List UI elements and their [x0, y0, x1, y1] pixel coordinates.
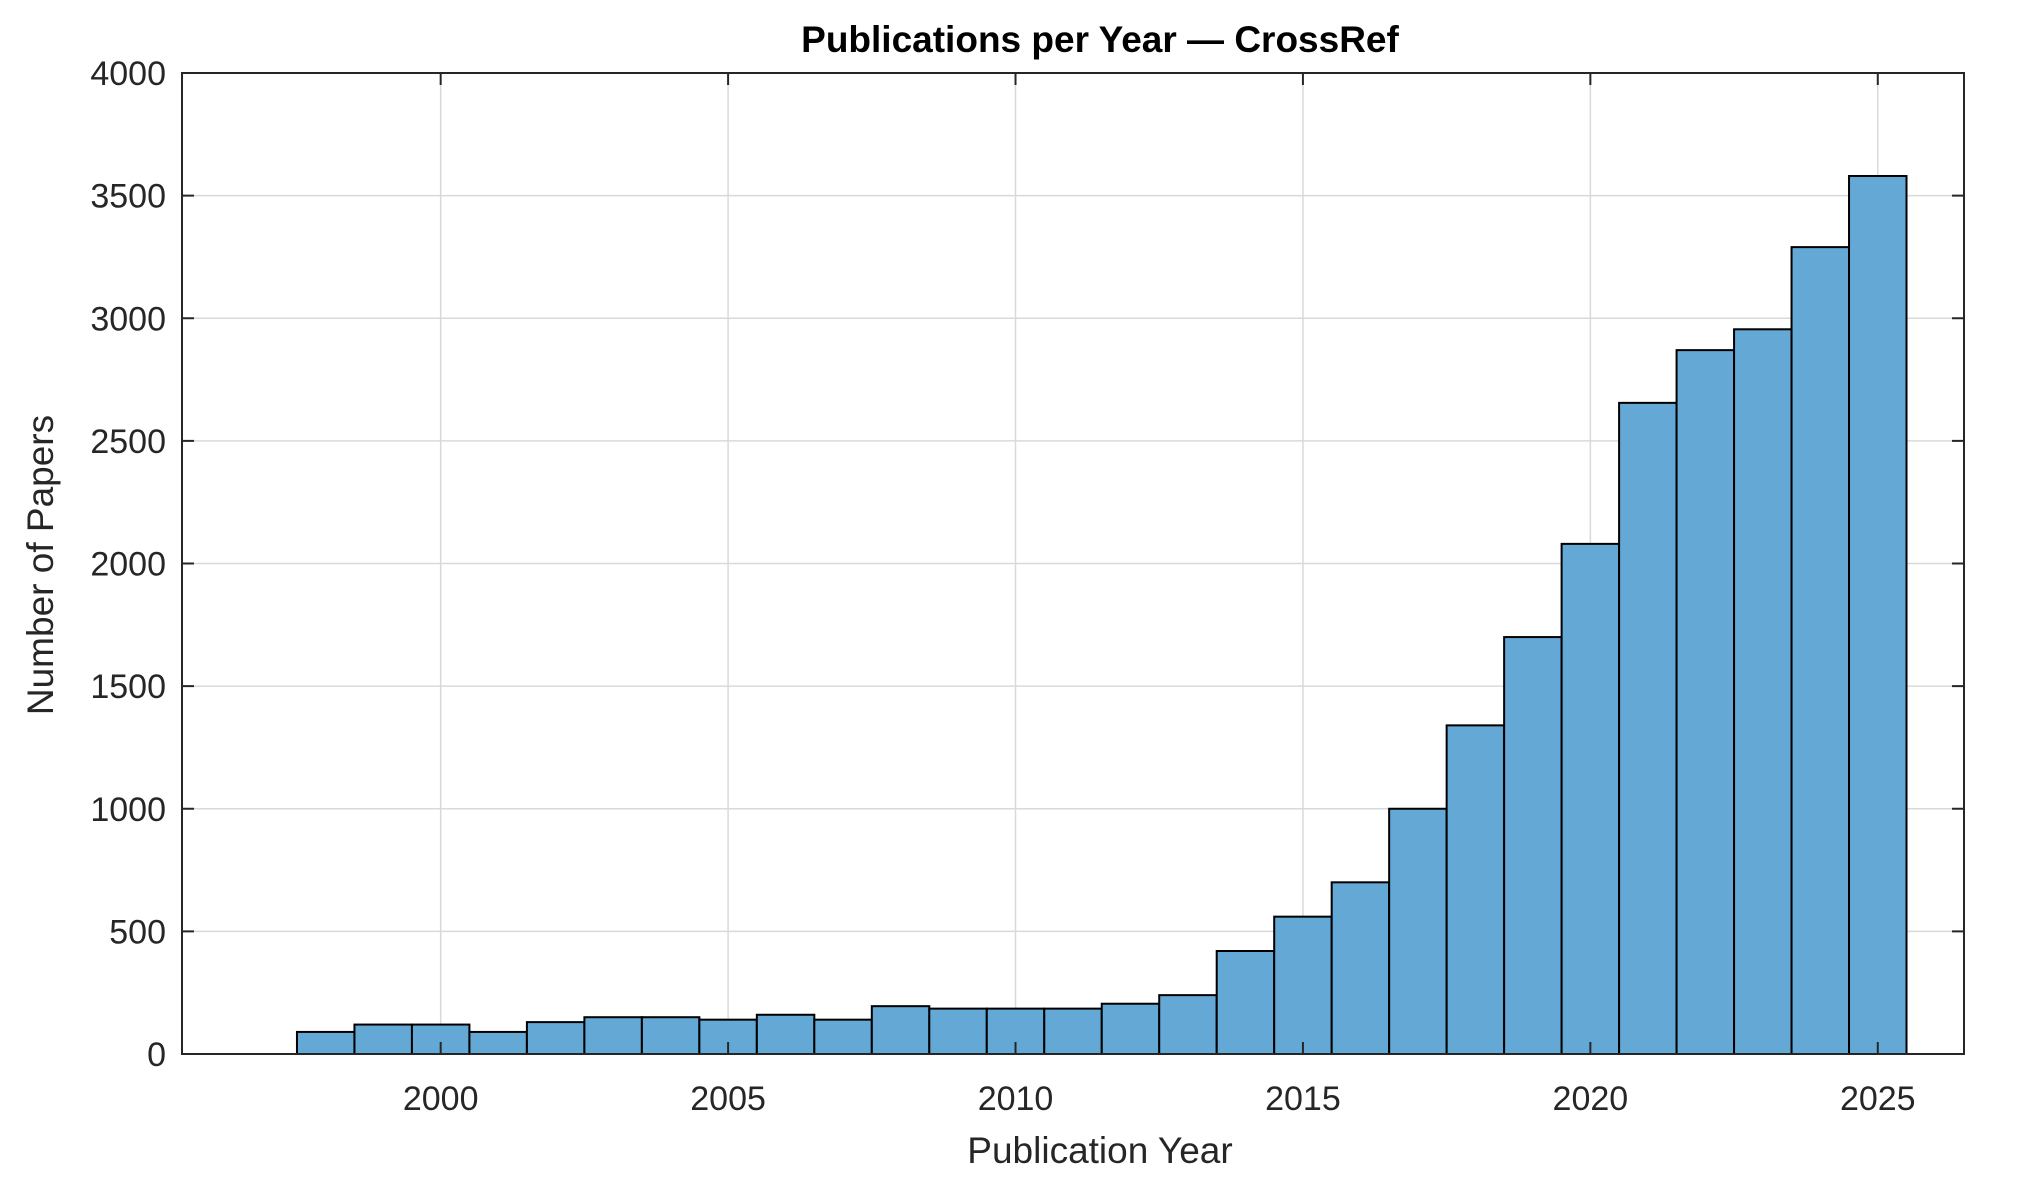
bar-2007 — [813, 1018, 873, 1055]
bar-1998 — [295, 1030, 356, 1055]
bar-2008 — [870, 1005, 931, 1056]
x-tick-label: 2000 — [403, 1080, 479, 1118]
bar-2013 — [1158, 994, 1218, 1056]
y-tick-label: 3000 — [90, 300, 166, 338]
y-tick-label: 2000 — [90, 546, 166, 584]
y-tick-label: 1000 — [90, 791, 166, 829]
bar-2009 — [928, 1007, 988, 1055]
bar-2011 — [1043, 1007, 1103, 1055]
bar-2022 — [1675, 349, 1736, 1055]
bar-2003 — [583, 1016, 643, 1056]
x-tick-label: 2020 — [1553, 1080, 1629, 1118]
bar-2016 — [1330, 881, 1391, 1056]
bar-2017 — [1388, 807, 1448, 1055]
y-tick-labels: 0 500 1000 1500 2000 2500 3000 3500 4000 — [90, 55, 166, 1074]
bar-2023 — [1733, 328, 1793, 1055]
y-tick-label: 4000 — [90, 55, 166, 93]
y-tick-label: 500 — [109, 913, 166, 951]
bar-2001 — [468, 1030, 528, 1055]
bar-2006 — [755, 1013, 816, 1056]
bar-2021 — [1618, 401, 1678, 1055]
y-tick-label: 3500 — [90, 178, 166, 216]
bar-2024 — [1790, 246, 1851, 1055]
bar-2019 — [1503, 636, 1563, 1055]
bar-2020 — [1560, 542, 1621, 1055]
bars — [295, 175, 1908, 1056]
x-tick-labels: 2000 2005 2010 2015 2020 2025 — [403, 1080, 1916, 1118]
bar-2015 — [1273, 915, 1333, 1055]
y-tick-label: 1500 — [90, 668, 166, 706]
chart-title: Publications per Year — CrossRef — [801, 19, 1399, 60]
x-tick-label: 2005 — [690, 1080, 766, 1118]
bar-1999 — [353, 1023, 413, 1055]
bar-2018 — [1445, 724, 1506, 1055]
bar-2025 — [1848, 175, 1908, 1055]
bar-2012 — [1100, 1002, 1161, 1056]
axis-ticks — [182, 72, 1964, 1055]
x-tick-label: 2015 — [1265, 1080, 1341, 1118]
y-tick-label: 2500 — [90, 423, 166, 461]
x-tick-label: 2025 — [1840, 1080, 1916, 1118]
x-axis-label: Publication Year — [967, 1130, 1232, 1171]
y-axis-label: Number of Papers — [20, 415, 61, 715]
y-tick-label: 0 — [147, 1036, 166, 1074]
x-tick-label: 2010 — [978, 1080, 1054, 1118]
bar-2004 — [640, 1016, 701, 1056]
bar-2014 — [1215, 949, 1276, 1055]
bar-2002 — [525, 1021, 586, 1055]
